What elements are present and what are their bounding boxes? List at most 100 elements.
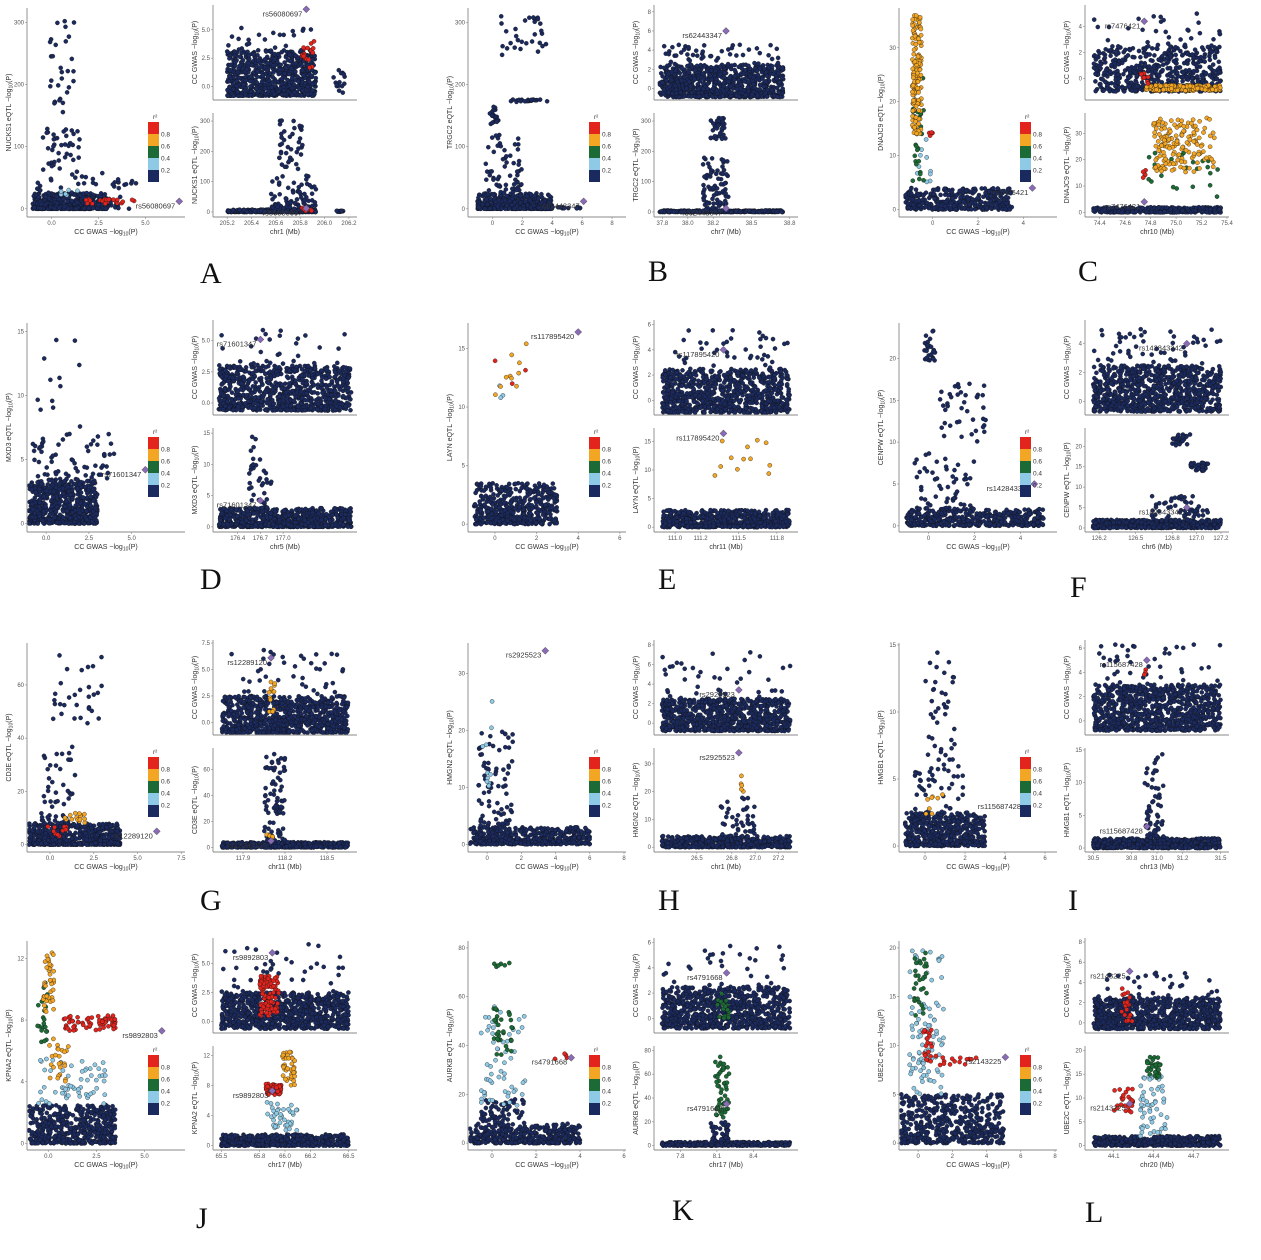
snp-point [229, 34, 235, 39]
legend-swatch [589, 146, 600, 158]
snp-point [304, 177, 309, 182]
snp-point [1130, 54, 1135, 60]
snp-point [988, 198, 993, 204]
snp-point [910, 23, 915, 28]
x-tick-label: 38.2 [707, 221, 719, 227]
snp-point [1112, 61, 1118, 66]
snp-point [1113, 89, 1119, 94]
snp-point [917, 203, 922, 208]
snp-point [266, 89, 271, 94]
snp-point [488, 196, 493, 202]
snp-point [255, 69, 260, 74]
snp-point [984, 205, 990, 211]
snp-point [913, 115, 919, 120]
snp-point [38, 188, 43, 193]
snp-point [310, 50, 316, 55]
snp-point [476, 195, 481, 200]
snp-point [774, 209, 779, 215]
y-axis-label: DNAJC9 eQTL −log10(P) [878, 74, 887, 151]
snp-point [948, 205, 953, 211]
snp-point [701, 197, 707, 203]
snp-point [73, 206, 79, 212]
snp-point [262, 37, 268, 42]
y-tick-label: 8 [648, 10, 652, 16]
snp-point [312, 200, 318, 205]
snp-point [272, 51, 278, 57]
snp-point [1007, 207, 1013, 212]
snp-point [532, 32, 538, 37]
snp-point [305, 92, 311, 97]
snp-point [531, 203, 537, 208]
snp-point [734, 209, 739, 214]
snp-point [916, 198, 922, 203]
snp-point [912, 33, 918, 39]
snp-point [246, 60, 251, 66]
snp-point [1192, 47, 1198, 52]
snp-point [110, 182, 116, 187]
snp-point [755, 92, 760, 98]
snp-point [59, 69, 65, 75]
snp-point [86, 205, 92, 211]
snp-point [1185, 77, 1191, 82]
y-tick-label: 0 [893, 208, 897, 214]
snp-point [539, 191, 544, 197]
snp-point [1207, 57, 1213, 63]
snp-point [116, 205, 121, 211]
snp-point [1202, 59, 1207, 64]
snp-point [727, 52, 733, 57]
snp-point [676, 42, 682, 48]
snp-point [248, 74, 254, 79]
snp-point [957, 188, 962, 194]
snp-point [278, 150, 284, 156]
snp-point [491, 104, 496, 110]
snp-point [231, 86, 236, 92]
x-axis-label: CC GWAS −log10(P) [74, 229, 137, 238]
snp-point [60, 109, 66, 115]
snp-point [693, 67, 698, 73]
snp-point [54, 194, 60, 199]
snp-point [769, 87, 774, 93]
snp-point [290, 190, 296, 195]
snp-point [1148, 58, 1154, 63]
snp-point [64, 90, 70, 95]
snp-point [225, 93, 230, 98]
snp-point [711, 121, 716, 126]
y-tick-label: 0 [462, 207, 466, 213]
snp-point [516, 162, 521, 167]
snp-point [1097, 50, 1102, 56]
snp-point [717, 72, 723, 77]
snp-point [671, 209, 677, 215]
snp-point [1198, 54, 1204, 60]
snp-point [289, 92, 295, 98]
snp-point [967, 202, 972, 207]
y-tick-label: 2 [648, 67, 652, 73]
snp-point [989, 202, 995, 208]
snp-point [90, 176, 96, 182]
x-axis-label: chr1 (Mb) [270, 229, 300, 236]
snp-point [490, 120, 495, 125]
snp-point [950, 195, 955, 201]
snp-point [722, 70, 727, 76]
snp-point [701, 76, 706, 82]
snp-point [287, 83, 292, 88]
snp-point [752, 60, 757, 66]
snp-point [293, 53, 298, 58]
y-axis-label: NUCKS1 eQTL −log10(P) [192, 126, 201, 204]
snp-point [909, 185, 914, 191]
snp-point [262, 56, 268, 62]
snp-point [51, 137, 57, 142]
snp-point [764, 73, 770, 79]
snp-point [672, 72, 677, 78]
snp-point [661, 43, 667, 49]
snp-point [713, 68, 718, 74]
snp-point [910, 66, 916, 72]
snp-point [713, 136, 719, 142]
snp-point [504, 203, 510, 208]
snp-point [757, 87, 763, 92]
snp-point [698, 62, 703, 68]
data-points [657, 115, 785, 215]
snp-point [779, 209, 785, 215]
snp-point [777, 80, 783, 85]
y-tick-label: 0 [648, 86, 652, 92]
